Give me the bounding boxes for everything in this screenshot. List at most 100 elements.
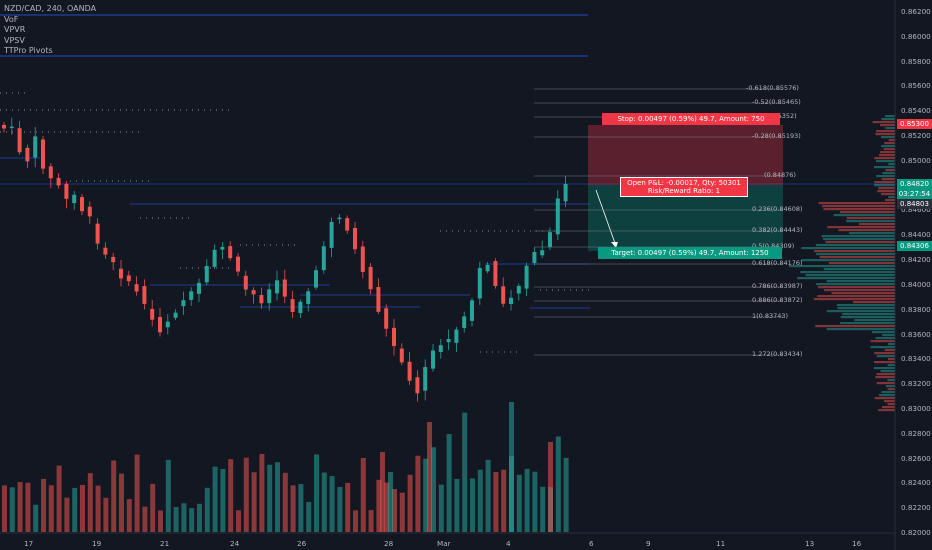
candle-body [33,136,38,158]
candle-body [438,345,443,352]
volume-bar [64,497,70,532]
profile-bar [884,400,895,403]
candle-body [212,249,217,267]
candle-body [290,299,295,313]
candle-body [462,316,467,328]
trade-arrow-head [611,242,618,248]
profile-bar [854,319,895,322]
profile-bar [871,331,895,334]
profile-bar [817,295,895,298]
profile-bar [874,181,895,184]
volume-bar [17,482,23,532]
volume-bar [80,484,85,532]
indicator-vof[interactable]: VoF [4,14,19,24]
price-axis-label: 0.86000 [901,31,931,41]
profile-bar [823,238,895,241]
volume-bar [25,482,31,532]
profile-bar [846,217,895,220]
profile-bar [842,313,895,316]
volume-bar [509,402,514,532]
candle-body [345,218,350,231]
candle-body [524,265,529,289]
candle-body [17,128,22,153]
candle-body [228,246,233,259]
indicator-ttpro-pivots[interactable]: TTPro Pivots [4,46,53,55]
candle-body [251,290,256,295]
candle-body [282,279,287,297]
volume-bar [33,504,39,532]
profile-bar [874,352,895,355]
profile-bar [884,349,895,352]
volume-bar [485,459,491,532]
volume-bar [470,478,475,532]
symbol-title[interactable]: NZD/CAD, 240, OANDA [4,4,97,13]
volume-bar [563,457,569,532]
target-label[interactable]: Target: 0.00497 (0.59%) 49.7, Amount: 12… [598,247,782,259]
candle-body [165,321,170,328]
profile-bar [813,298,895,301]
candle-body [446,339,451,343]
open-pl-label[interactable]: Open P&L: -0.00017, Qty: 50301 Risk/Rewa… [620,177,748,197]
fib-level-label: 1.272(0.83434) [752,350,803,358]
candle-body [376,287,381,312]
profile-bar [887,364,895,367]
volume-bar [368,510,374,532]
fib-level-label: (0.84876) [764,171,796,179]
profile-bar [875,160,895,163]
candle-body [399,348,404,363]
profile-bar [821,205,895,208]
time-axis-label: 6 [589,539,594,548]
stop-zone [588,125,783,185]
candles [2,117,568,402]
candle-body [516,285,521,294]
volume-bar [173,507,179,532]
price-axis-label: 0.84200 [901,255,931,265]
volume-bar [540,486,546,532]
volume-bar [134,454,140,532]
indicator-vpvr[interactable]: VPVR [4,25,26,34]
volume-bar [493,472,499,532]
candle-body [259,294,264,304]
time-axis-label: 11 [716,539,726,548]
profile-bar [840,316,895,319]
indicator-vpsv[interactable]: VPSV [4,35,25,45]
volume-bar [360,457,366,532]
volume-bar [189,508,195,532]
candle-body [9,126,14,129]
profile-bar [885,127,895,130]
risk-reward-text: Risk/Reward Ratio: 1 [647,187,721,195]
fib-level-label: 0.786(0.83987) [752,282,803,290]
candle-body [501,286,506,304]
candle-body [321,246,326,271]
candle-body [555,198,560,235]
volume-bar [181,503,187,532]
volume-bar [415,455,421,532]
stop-label[interactable]: Stop: 0.00497 (0.59%) 49.7, Amount: 750 [602,113,780,125]
volume-bar [220,468,226,532]
time-axis-label: 13 [805,539,815,548]
candle-body [267,289,272,304]
volume-bar [454,478,460,532]
volume-bar [431,447,436,532]
profile-bar [814,250,895,253]
price-axis-label: 0.85000 [901,155,931,165]
volume-bar [345,482,351,532]
candle-body [80,197,84,212]
volume-bar [275,462,280,532]
volume-bar [298,483,304,532]
candle-body [2,124,6,129]
candle-body [415,377,420,394]
volume-bar [423,458,429,532]
profile-bar [888,343,895,346]
time-axis-label: 26 [297,539,307,548]
profile-bar [870,340,895,343]
profile-bar [819,256,895,259]
candle-body [275,280,279,294]
profile-bar [797,277,895,280]
profile-bar [879,154,895,157]
fib-level-label: 0.382(0.84443) [752,226,803,234]
volume-bar [516,474,522,532]
profile-bar [887,388,895,391]
volume-bar [282,472,288,532]
